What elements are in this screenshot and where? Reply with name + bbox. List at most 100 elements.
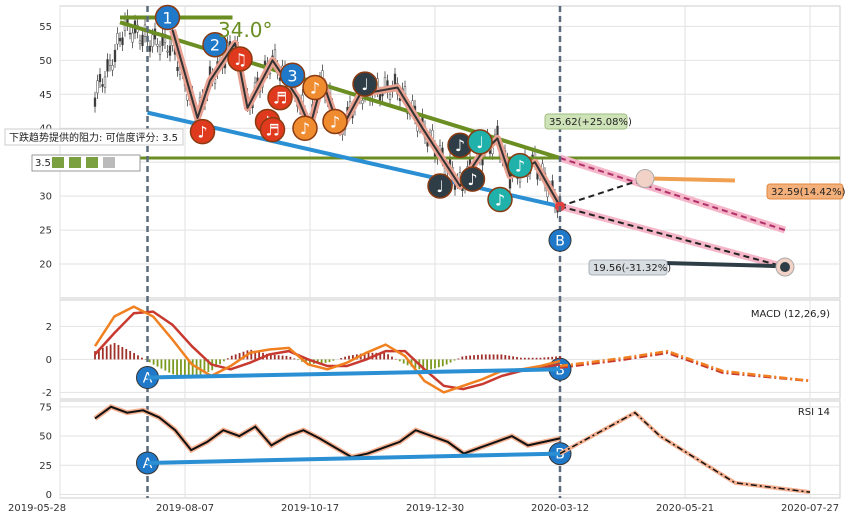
wave-marker-label: ♩ <box>361 75 369 94</box>
candle-body <box>151 34 154 47</box>
wave-marker-circle <box>427 173 453 199</box>
rsi-tick-label: 75 <box>39 402 52 413</box>
macd-hist-bar <box>203 359 206 374</box>
macd-trend-line <box>147 367 561 380</box>
macd-hist-bar <box>328 359 331 363</box>
candle-body <box>116 33 119 45</box>
candle-body <box>108 59 112 66</box>
macd-hist-bar <box>293 358 296 360</box>
macd-hist-bar <box>383 352 386 360</box>
macd-hist-bar <box>269 354 272 360</box>
wave-marker: ♪ <box>487 186 513 213</box>
label-low-box <box>588 259 668 276</box>
score-star-icon <box>103 157 115 168</box>
forecast-low <box>559 205 786 268</box>
macd-hist-bar <box>164 359 167 371</box>
wave-marker: ♬ <box>259 116 286 143</box>
macd-hist-bar <box>121 346 124 360</box>
macd-hist-bar <box>434 359 436 369</box>
candle-body <box>101 84 104 87</box>
wave-marker: ♪ <box>459 166 486 192</box>
macd-hist-bar <box>277 355 280 360</box>
macd-hist-bar <box>348 355 350 360</box>
wave-marker: 3 <box>279 62 306 89</box>
x-tick-label: 2020-03-12 <box>531 503 589 514</box>
wave-marker-label: ♬ <box>273 89 287 108</box>
candle-body <box>103 76 107 88</box>
macd-hist-bar <box>254 350 257 360</box>
rsi-forecast <box>559 411 811 493</box>
macd-hist-bar <box>176 359 178 376</box>
candle-body <box>138 40 142 44</box>
macd-hist-bar <box>387 354 389 360</box>
price-tick-label: 30 <box>39 192 52 203</box>
wave-marker-circle <box>279 62 306 89</box>
macd-hist-bar <box>187 359 190 378</box>
macd-hist-bar <box>449 359 452 363</box>
macd-hist-bar <box>234 354 237 360</box>
arrow-low <box>654 260 778 269</box>
macd-hist-bar <box>437 359 440 368</box>
macd-hist-bar <box>250 349 253 360</box>
macd-hist-bar <box>309 359 311 365</box>
macd-hist-bar <box>484 354 487 360</box>
macd-hist-bar <box>461 356 464 360</box>
macd-hist-bar <box>215 359 218 368</box>
macd-hist-bar <box>367 352 370 360</box>
macd-hist-bar <box>351 355 354 360</box>
macd-hist-bar <box>172 359 175 375</box>
wave-marker-label: ♪ <box>495 191 505 210</box>
point-b-label: B <box>555 233 565 249</box>
macd-hist-bar <box>98 349 100 360</box>
macd-hist-bar <box>402 359 405 364</box>
macd-hist-bar <box>492 354 495 360</box>
macd-hist-bar <box>488 354 491 360</box>
panel-frame-rsi <box>59 400 841 499</box>
macd-hist-bar <box>199 359 202 375</box>
label-mid: 32.59(14.42%) <box>766 183 846 200</box>
point-b-circle <box>548 228 572 252</box>
macd-hist-bar <box>101 347 104 360</box>
macd-hist-bar <box>160 359 163 369</box>
macd-hist-bar <box>477 354 479 360</box>
macd-hist-bar <box>168 359 171 373</box>
macd-hist-bar <box>332 359 335 361</box>
wave-marker: 2 <box>202 31 228 58</box>
candle-body <box>176 67 179 71</box>
label-low-text: 19.56(-31.32%) <box>593 263 671 274</box>
macd-hist-bar <box>113 342 116 360</box>
macd-hist-bar <box>191 359 194 378</box>
wave-marker-circle <box>154 4 181 31</box>
rsi-title: RSI 14 <box>798 407 830 418</box>
candle-body <box>148 45 152 52</box>
macd-hist-bar <box>285 355 288 360</box>
macd-hist-bar <box>535 357 538 360</box>
macd-hist-bar <box>457 358 460 360</box>
macd-hist-bar <box>258 351 261 360</box>
x-tick-label: 2020-07-27 <box>781 503 839 514</box>
wave-marker-label: ♪ <box>330 112 340 131</box>
score-value: 3.5 <box>35 158 51 169</box>
candle-body <box>121 37 124 46</box>
candle-body <box>393 73 397 86</box>
macd-hist-bar <box>547 357 550 360</box>
macd-hist-bar <box>422 359 425 371</box>
price-tick-label: 45 <box>39 90 52 101</box>
wave-marker: ♪ <box>189 118 216 145</box>
macd-hist-bar <box>531 357 534 360</box>
macd-hist-bar <box>426 359 429 371</box>
score-box: 3.5 <box>31 154 141 172</box>
macd-dea-line <box>94 310 561 391</box>
macd-hist-bar <box>152 359 155 365</box>
wave-marker: ♪ <box>322 108 348 135</box>
wave-marker-circle <box>227 46 253 72</box>
macd-hist-bar <box>133 352 135 360</box>
macd-hist-bar <box>480 354 483 360</box>
macd-hist-bar <box>140 357 143 360</box>
x-tick-label: 2019-10-17 <box>281 503 339 514</box>
indicators <box>93 305 811 495</box>
rsi-tick-label: 50 <box>39 432 52 443</box>
macd-hist-bar <box>559 356 561 360</box>
wave-marker-label: ♪ <box>197 123 207 142</box>
